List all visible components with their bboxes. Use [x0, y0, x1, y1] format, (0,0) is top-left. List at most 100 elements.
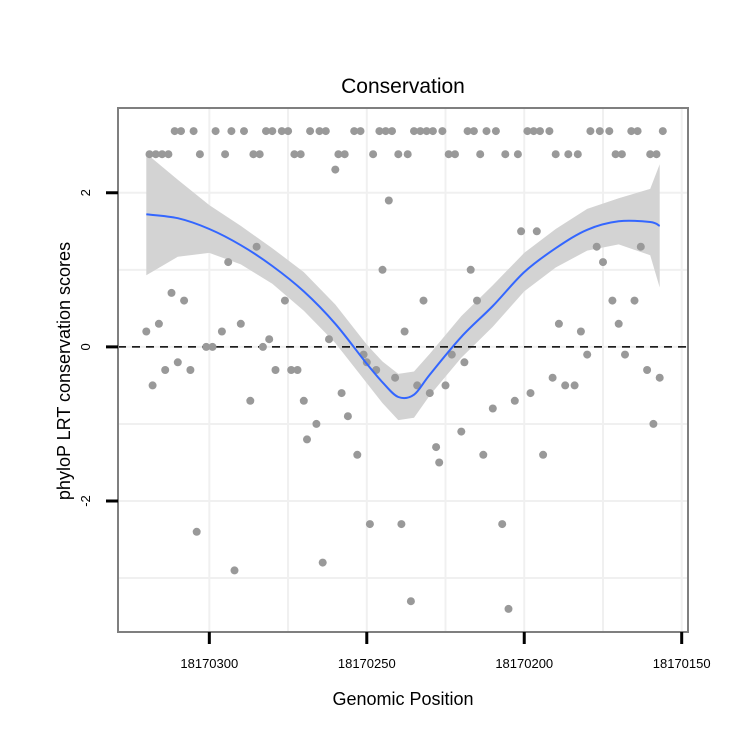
data-point	[488, 404, 497, 413]
data-point	[170, 127, 179, 136]
data-point	[312, 419, 321, 428]
data-point	[510, 396, 519, 405]
data-point	[356, 127, 365, 136]
data-point	[539, 450, 548, 459]
data-point	[277, 127, 286, 136]
data-point	[340, 150, 349, 159]
data-point	[299, 396, 308, 405]
data-point	[365, 520, 374, 529]
x-axis: 18170300 18170250 18170200 18170150	[180, 632, 711, 671]
data-point	[224, 258, 233, 267]
data-point	[369, 150, 378, 159]
data-point	[287, 366, 296, 374]
data-point	[441, 381, 450, 390]
data-point	[463, 127, 472, 136]
data-point	[425, 389, 434, 398]
data-point	[491, 127, 500, 136]
y-tick-label: -2	[78, 495, 93, 507]
data-point	[630, 296, 639, 305]
data-point	[428, 127, 437, 136]
data-point	[315, 127, 324, 136]
data-point	[479, 450, 488, 459]
data-point	[498, 520, 507, 529]
x-tick-label: 18170200	[495, 656, 553, 671]
x-tick-label: 18170150	[653, 656, 711, 671]
data-point	[325, 335, 333, 344]
data-point	[167, 288, 176, 297]
plot-panel-border	[117, 107, 689, 633]
data-point	[337, 389, 346, 398]
data-point	[240, 127, 248, 136]
data-point	[306, 127, 315, 136]
data-point	[482, 127, 491, 136]
x-tick-label: 18170250	[338, 656, 396, 671]
data-point	[249, 150, 258, 159]
data-point	[303, 435, 311, 444]
data-point	[573, 150, 582, 159]
data-point	[406, 597, 415, 606]
data-point	[595, 127, 604, 136]
data-point	[388, 127, 396, 136]
data-point	[284, 127, 293, 136]
data-point	[621, 350, 629, 359]
data-point	[460, 358, 469, 367]
data-point	[151, 150, 160, 159]
data-point	[262, 127, 270, 136]
data-point	[627, 127, 636, 136]
data-point	[381, 127, 390, 136]
data-point	[189, 127, 198, 136]
data-point	[652, 150, 661, 159]
data-point	[432, 443, 441, 452]
data-point	[435, 458, 444, 467]
data-point	[457, 427, 466, 436]
data-point	[195, 150, 204, 159]
data-point	[636, 242, 645, 251]
data-point	[466, 265, 475, 274]
data-point	[617, 150, 626, 159]
data-point	[403, 150, 412, 159]
y-tick-label: 0	[78, 343, 93, 350]
grid	[118, 108, 688, 632]
data-point	[177, 127, 185, 136]
data-point	[192, 527, 201, 536]
data-point	[658, 127, 667, 136]
data-point	[643, 366, 652, 374]
data-point	[476, 150, 485, 159]
data-point	[236, 319, 245, 328]
data-point	[318, 558, 327, 567]
points-layer	[142, 127, 667, 613]
data-point	[570, 381, 579, 390]
data-point	[227, 127, 236, 136]
data-point	[290, 150, 299, 159]
data-point	[258, 342, 267, 351]
data-point	[413, 381, 422, 390]
data-point	[438, 127, 447, 136]
data-point	[419, 296, 428, 305]
data-point	[576, 327, 585, 336]
data-point	[536, 127, 544, 136]
data-point	[397, 520, 406, 529]
data-point	[164, 150, 173, 159]
data-point	[416, 127, 425, 136]
data-point	[633, 127, 642, 136]
data-point	[532, 227, 541, 236]
data-point	[293, 366, 302, 374]
data-point	[655, 373, 664, 382]
data-point	[321, 127, 330, 136]
data-point	[394, 150, 403, 159]
y-axis: -2 0 2	[78, 189, 118, 507]
data-point	[608, 296, 617, 305]
data-point	[268, 127, 277, 136]
data-point	[221, 150, 230, 159]
data-point	[469, 127, 478, 136]
data-point	[378, 265, 387, 274]
data-point	[561, 381, 570, 390]
data-point	[331, 165, 340, 174]
y-axis-title: phyloP LRT conservation scores	[54, 242, 74, 500]
data-point	[526, 389, 535, 398]
data-point	[211, 127, 220, 136]
data-point	[271, 366, 280, 374]
data-point	[447, 350, 456, 359]
data-point	[649, 419, 658, 428]
